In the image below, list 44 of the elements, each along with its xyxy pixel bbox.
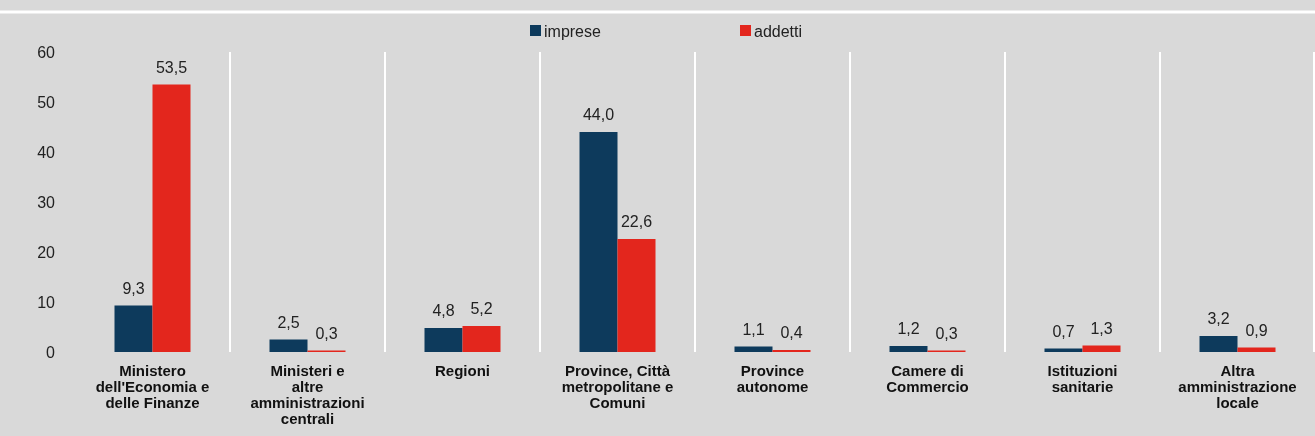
x-tick-label: Province autonome: [736, 362, 809, 395]
data-label: 0,4: [780, 324, 803, 341]
y-tick-label: 10: [37, 293, 56, 311]
data-label: 53,5: [155, 58, 188, 76]
bar: [424, 328, 463, 352]
y-tick-label: 0: [46, 343, 56, 361]
x-tick-label: Ministeri e altre amministrazioni centrali: [250, 362, 365, 427]
data-label: 44,0: [582, 106, 615, 123]
data-label: 1,2: [897, 320, 920, 337]
data-label: 1,1: [742, 320, 765, 338]
y-tick-label: 40: [37, 143, 56, 161]
data-label: 5,2: [470, 300, 493, 317]
bar: [617, 239, 656, 352]
bar: [1199, 336, 1238, 352]
x-tick-label: Camere di Commercio: [886, 362, 969, 395]
bar: [269, 339, 308, 352]
x-tick-label: Regioni: [435, 362, 490, 379]
data-label: 22,6: [620, 213, 653, 230]
bar: [1082, 345, 1121, 352]
data-label: 3,2: [1207, 310, 1230, 327]
x-tick-label: Province, Città metropolitane e Comuni: [561, 362, 674, 411]
x-tick-label: Altra amministrazione locale: [1178, 362, 1297, 411]
y-tick-label: 50: [37, 93, 56, 111]
bar: [152, 84, 191, 352]
bar: [114, 305, 153, 352]
data-label: 0,9: [1245, 321, 1268, 339]
y-tick-label: 20: [37, 243, 56, 261]
x-tick-label: Ministero dell'Economia e delle Finanze: [95, 362, 210, 411]
data-label: 0,3: [315, 324, 338, 342]
bar: [889, 346, 928, 352]
data-label: 9,3: [122, 279, 145, 297]
data-label: 2,5: [277, 313, 300, 331]
data-label: 1,3: [1090, 319, 1113, 337]
data-label: 4,8: [432, 302, 455, 319]
bar: [579, 132, 618, 352]
bar: [462, 326, 501, 352]
data-label: 0,3: [935, 324, 958, 342]
legend-label: imprese: [544, 22, 602, 40]
y-tick-label: 30: [37, 193, 56, 211]
bar: [734, 346, 773, 352]
y-tick-label: 60: [37, 43, 56, 61]
data-label: 0,7: [1052, 322, 1075, 340]
legend-label: addetti: [754, 22, 803, 40]
x-tick-label: Istituzioni sanitarie: [1047, 362, 1118, 395]
